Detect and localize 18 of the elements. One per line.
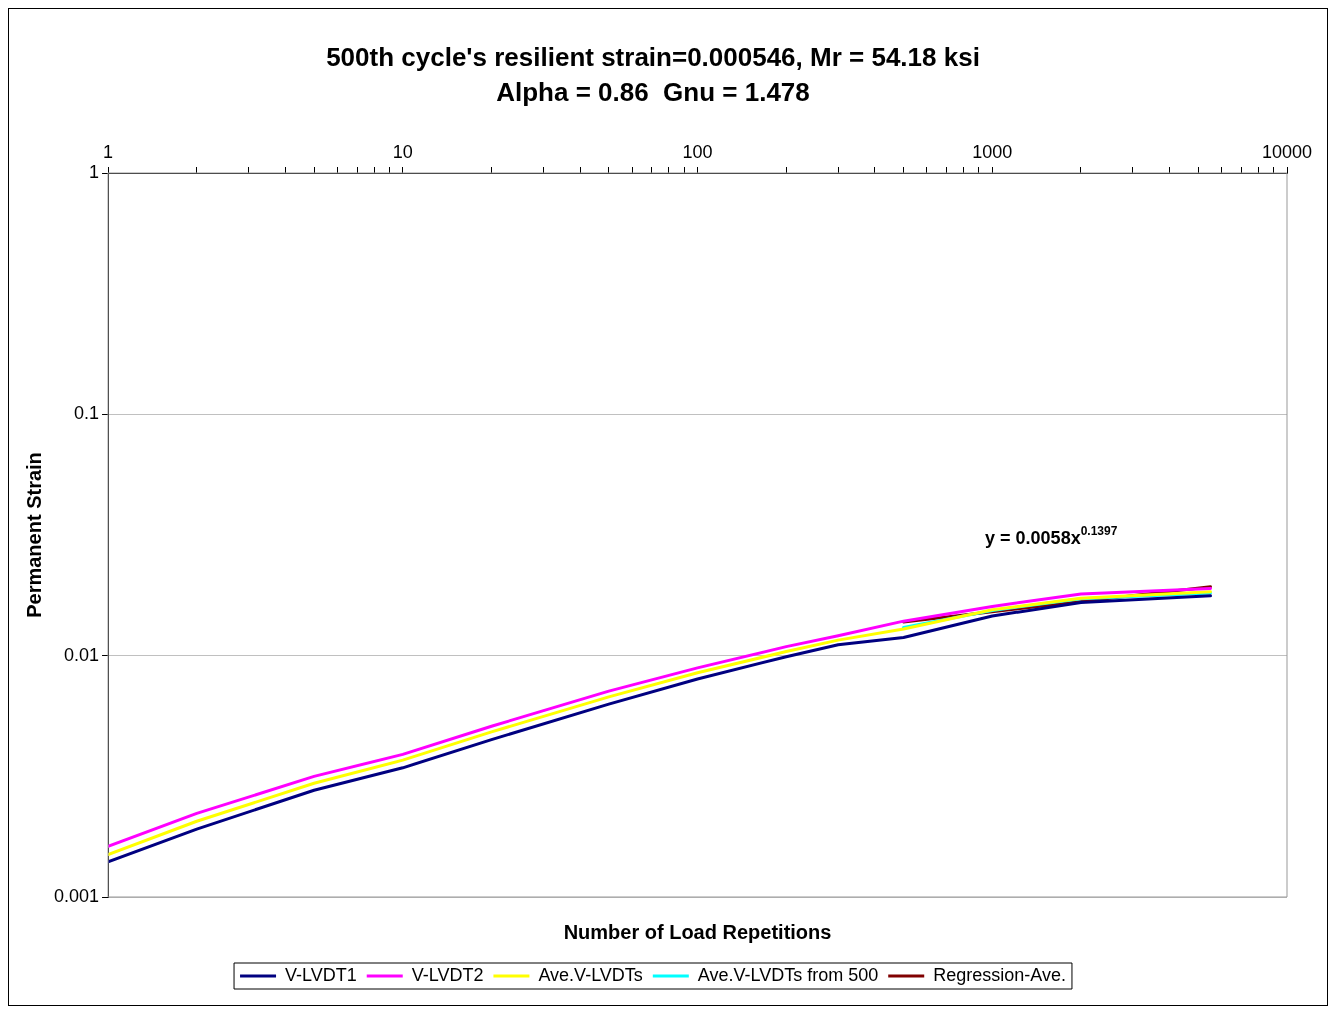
- y-tick-label: 1: [89, 161, 100, 182]
- y-axis-title: Permanent Strain: [22, 452, 45, 618]
- x-tick-label: 10000: [1261, 142, 1313, 163]
- legend-label: Regression-Ave.: [933, 964, 1066, 985]
- legend-label: V-LVDT2: [411, 964, 484, 985]
- chart-subtitle: Alpha = 0.86 Gnu = 1.478: [496, 76, 810, 107]
- x-tick-label: 10: [392, 142, 413, 163]
- x-tick-label: 1: [103, 142, 114, 163]
- x-tick-label: 100: [682, 142, 713, 163]
- chart-title: 500th cycle's resilient strain=0.000546, Mr = 54.18 ksi: [326, 41, 980, 72]
- legend-label: V-LVDT1: [285, 964, 357, 985]
- y-tick-label: 0.001: [54, 885, 100, 906]
- y-tick-label: 0.1: [74, 403, 100, 424]
- legend-label: Ave.V-LVDTs: [538, 964, 643, 985]
- x-tick-label: 1000: [972, 142, 1013, 163]
- legend-label: Ave.V-LVDTs from 500: [697, 964, 879, 985]
- x-axis-title: Number of Load Repetitions: [563, 920, 832, 943]
- y-tick-label: 0.01: [64, 644, 100, 665]
